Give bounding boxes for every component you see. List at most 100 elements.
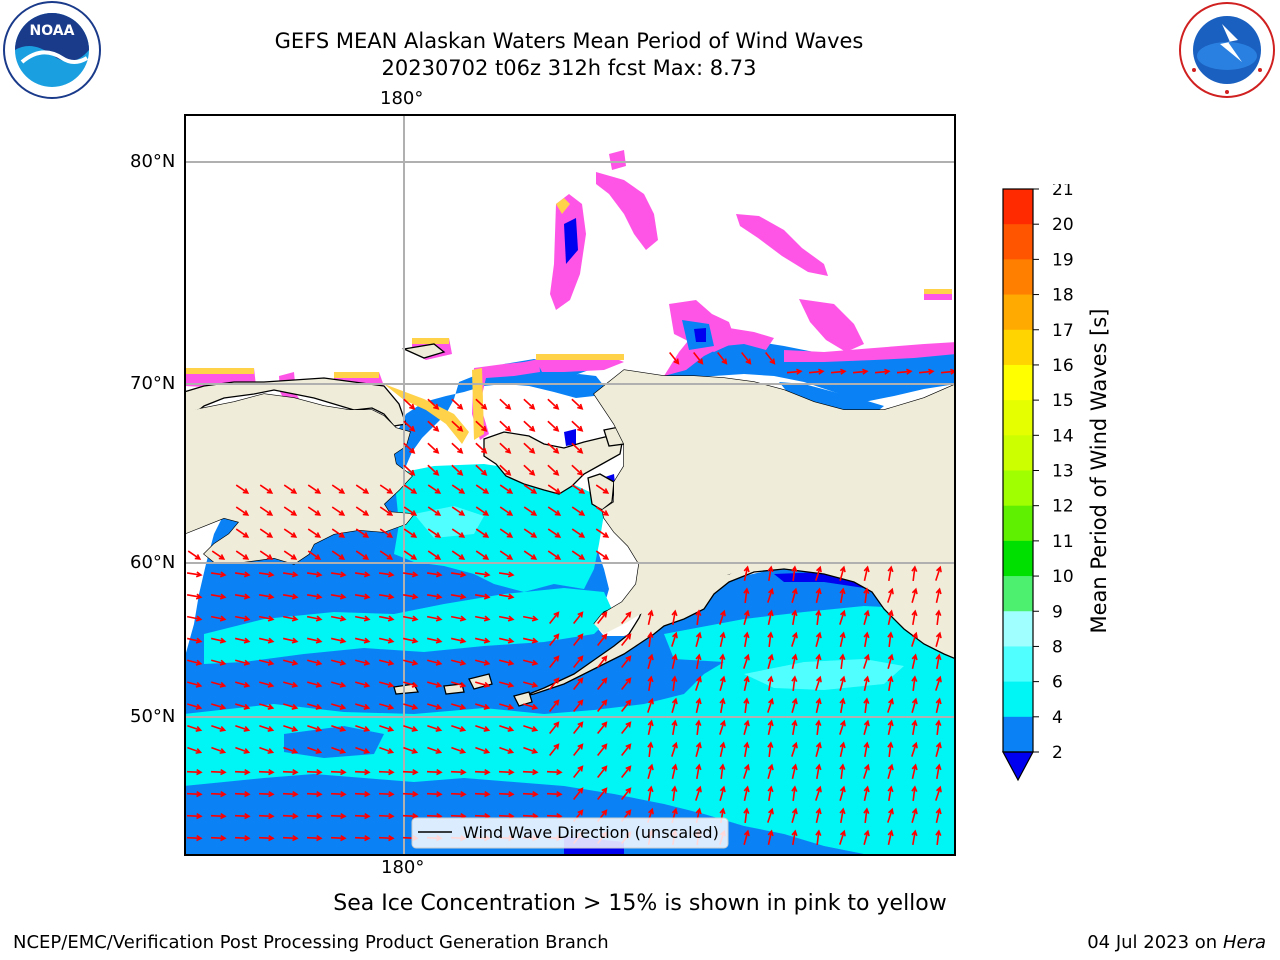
wave-direction-arrow	[307, 528, 322, 538]
wave-direction-arrow	[597, 699, 608, 712]
wave-direction-arrow	[791, 631, 798, 647]
wave-direction-arrow	[378, 835, 395, 842]
wave-direction-arrow	[427, 725, 443, 732]
wave-direction-arrow	[743, 829, 750, 845]
wave-direction-arrow	[451, 442, 464, 454]
colorbar-cell	[1003, 576, 1033, 612]
wave-direction-arrow	[235, 746, 251, 754]
wave-direction-arrow	[210, 835, 227, 842]
wave-direction-arrow	[474, 637, 491, 644]
wave-direction-arrow	[719, 785, 726, 801]
wave-direction-arrow	[839, 697, 846, 714]
wave-direction-arrow	[354, 791, 371, 798]
colorbar-ticks: 21 20 19 18 17 16 15 14 13 12 11 10 9 8 6 4 2	[1033, 184, 1074, 763]
wave-direction-arrow	[426, 615, 443, 622]
wave-direction-arrow	[887, 719, 894, 736]
wave-direction-arrow	[695, 697, 702, 714]
wave-direction-arrow	[935, 653, 942, 670]
wave-direction-arrow	[911, 785, 918, 802]
wave-direction-arrow	[887, 587, 894, 603]
wave-direction-arrow	[791, 785, 798, 802]
wave-direction-arrow	[571, 484, 586, 494]
wave-direction-arrow	[234, 791, 251, 798]
wave-direction-arrow	[354, 637, 371, 644]
wave-direction-arrow	[474, 769, 491, 776]
colorbar-tick-label: 12	[1052, 497, 1074, 517]
wave-direction-arrow	[283, 550, 298, 560]
wave-direction-arrow	[186, 615, 203, 622]
colorbar-cell	[1003, 364, 1033, 401]
wave-direction-arrow	[887, 653, 894, 669]
wave-direction-arrow	[549, 677, 560, 690]
lon-label-bottom: 180°	[381, 857, 425, 878]
wave-direction-arrow	[475, 442, 488, 454]
wave-direction-arrow	[671, 697, 678, 713]
wave-direction-arrow	[499, 550, 514, 560]
wave-direction-arrow	[815, 741, 822, 757]
wave-direction-arrow	[595, 528, 610, 538]
legend-label: Wind Wave Direction (unscaled)	[463, 823, 719, 842]
wave-direction-arrow	[330, 571, 347, 578]
wave-direction-arrow	[935, 719, 942, 736]
wave-direction-arrow	[767, 807, 774, 823]
colorbar-tick-label: 13	[1052, 462, 1074, 482]
wave-direction-arrow	[306, 813, 323, 820]
wave-direction-arrow	[187, 725, 203, 732]
wave-direction-arrow	[571, 528, 586, 538]
wave-direction-arrow	[597, 611, 608, 624]
graticule	[185, 115, 955, 855]
wave-direction-arrow	[815, 829, 822, 846]
wave-direction-arrow	[211, 550, 226, 560]
wave-direction-arrow	[402, 791, 419, 798]
wave-direction-arrow	[498, 593, 515, 600]
wave-direction-arrow	[498, 769, 515, 776]
wave-direction-arrow	[427, 746, 443, 754]
wave-direction-arrow	[355, 703, 371, 710]
wave-direction-arrow	[839, 719, 846, 735]
wave-direction-arrow	[671, 675, 678, 692]
colorbar-cell	[1003, 224, 1033, 260]
wave-direction-arrow	[211, 725, 227, 732]
wave-direction-arrow	[830, 368, 847, 375]
wave-direction-arrow	[307, 725, 323, 732]
colorbar-cell	[1003, 294, 1033, 331]
wave-direction-arrow	[210, 769, 227, 776]
wave-direction-arrow	[235, 681, 251, 688]
cyan-period-patches	[185, 464, 955, 855]
wave-direction-arrow	[547, 442, 560, 454]
wave-direction-arrow	[522, 769, 539, 776]
wave-direction-arrow	[671, 719, 678, 736]
wave-direction-arrow	[815, 631, 822, 647]
wave-direction-arrow	[186, 835, 203, 842]
wave-direction-arrow	[743, 675, 750, 692]
wave-direction-arrow	[283, 681, 299, 688]
wave-direction-arrow	[597, 721, 608, 734]
colorbar-tick-label: 19	[1052, 250, 1074, 270]
wave-direction-arrow	[719, 609, 726, 625]
wave-direction-arrow	[695, 785, 702, 801]
wave-direction-arrow	[546, 791, 563, 798]
wave-direction-arrow	[282, 637, 299, 644]
wave-direction-arrow	[547, 528, 562, 538]
colorbar-tick-label: 8	[1052, 637, 1063, 657]
wave-direction-arrow	[815, 675, 822, 691]
wave-direction-arrow	[187, 681, 203, 688]
wave-direction-arrow	[258, 637, 275, 644]
wave-direction-arrow	[306, 615, 323, 622]
wave-direction-arrow	[647, 631, 654, 648]
wave-direction-arrow	[474, 571, 491, 578]
wave-direction-arrow	[767, 829, 774, 846]
wave-direction-arrow	[523, 442, 536, 454]
wave-direction-arrow	[499, 484, 514, 494]
wave-direction-arrow	[378, 791, 395, 798]
wave-direction-arrow	[935, 763, 942, 780]
wave-direction-arrow	[523, 484, 538, 494]
wave-direction-arrow	[874, 368, 891, 375]
wave-direction-arrow	[621, 743, 632, 756]
wave-direction-arrow	[693, 352, 704, 365]
wave-direction-arrow	[571, 506, 586, 516]
wave-direction-arrow	[330, 593, 347, 600]
wave-direction-arrow	[283, 528, 298, 538]
wave-direction-arrow	[450, 637, 467, 644]
colorbar-cell	[1003, 646, 1033, 683]
